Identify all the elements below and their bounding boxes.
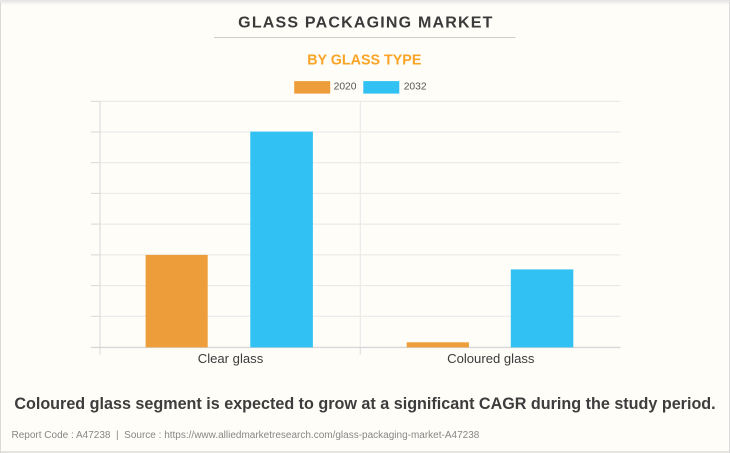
- svg-text:Coloured glass segment is expe: Coloured glass segment is expected to gr…: [14, 395, 715, 413]
- svg-text:BY GLASS TYPE: BY GLASS TYPE: [307, 52, 421, 68]
- svg-text:Coloured glass: Coloured glass: [447, 351, 535, 366]
- svg-text:Report Code : A47238 | Sourc: Report Code : A47238 | Source : https://…: [12, 430, 480, 441]
- svg-text:Clear glass: Clear glass: [198, 351, 264, 366]
- svg-text:2032: 2032: [404, 82, 427, 93]
- svg-text:2020: 2020: [334, 82, 357, 93]
- svg-text:GLASS PACKAGING MARKET: GLASS PACKAGING MARKET: [238, 15, 493, 32]
